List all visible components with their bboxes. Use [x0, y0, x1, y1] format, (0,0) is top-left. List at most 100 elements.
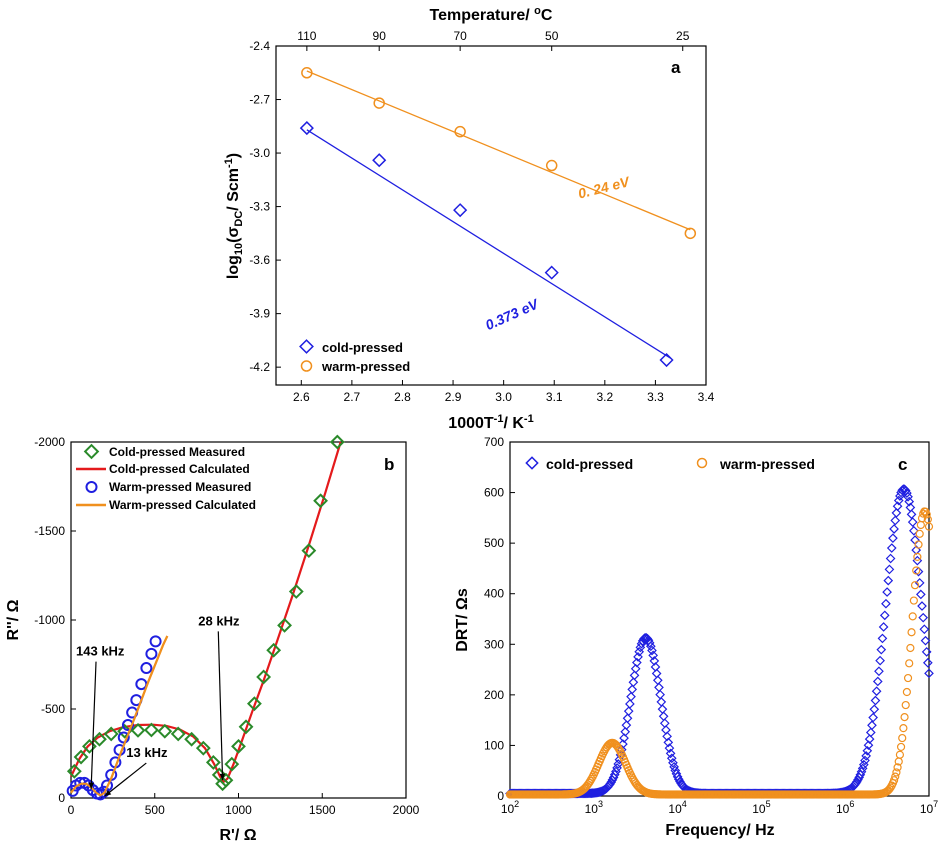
- y-tick-label: -4.2: [249, 360, 270, 374]
- drt-point-warm-pressed: [913, 552, 922, 561]
- drt-point-warm-pressed: [900, 713, 909, 722]
- point-Cold-pressed Measured: [266, 642, 282, 658]
- legend-label-cold-measured: Cold-pressed Measured: [109, 445, 245, 459]
- data-point-cold-pressed: [544, 265, 559, 280]
- drt-point-warm-pressed: [899, 724, 908, 733]
- x-tick-label: 105: [752, 799, 770, 816]
- panel-b-label: b: [384, 455, 394, 474]
- point-Cold-pressed Measured: [256, 669, 272, 685]
- drt-point-warm-pressed: [907, 628, 916, 637]
- x-tick-label: 1500: [309, 803, 336, 817]
- point-Warm-pressed Measured: [101, 779, 114, 792]
- panel-a-frame: [275, 45, 707, 386]
- drt-point-cold-pressed: [648, 650, 659, 661]
- point-Warm-pressed Measured: [135, 678, 148, 691]
- drt-point-warm-pressed: [912, 566, 921, 575]
- data-point-cold-pressed: [659, 352, 674, 368]
- annotation-arrow: [104, 762, 147, 797]
- y-tick-label: 0: [497, 789, 504, 803]
- drt-point-warm-pressed: [922, 510, 931, 519]
- drt-point-warm-pressed: [614, 743, 623, 752]
- point-Cold-pressed Measured: [157, 723, 173, 739]
- data-point-warm-pressed: [545, 159, 558, 172]
- point-Warm-pressed Measured: [117, 731, 130, 744]
- drt-point-cold-pressed: [654, 682, 664, 693]
- panel-b: 0 500 1000 1500 2000 0 -500 -1000 -1500 -2000 14…: [5, 434, 420, 844]
- drt-point-cold-pressed: [655, 689, 665, 700]
- point-Cold-pressed Measured: [313, 493, 328, 509]
- drt-point-cold-pressed: [924, 668, 934, 679]
- drt-point-cold-pressed: [663, 737, 674, 748]
- drt-point-cold-pressed: [861, 751, 871, 761]
- drt-point-cold-pressed: [865, 727, 876, 738]
- drt-point-cold-pressed: [628, 677, 639, 688]
- drt-point-cold-pressed: [623, 706, 634, 717]
- drt-point-cold-pressed: [626, 691, 636, 702]
- drt-point-cold-pressed: [922, 657, 933, 668]
- drt-point-cold-pressed: [872, 676, 883, 687]
- legend-marker-warm: [696, 457, 708, 469]
- point-Cold-pressed Measured: [329, 434, 345, 450]
- panel-c-y-axis-title: DRT/ Ωs: [454, 588, 471, 652]
- x-tick-label: 102: [501, 799, 519, 816]
- panel-b-y-ticks: 0 -500 -1000 -1500 -2000: [34, 435, 76, 805]
- drt-point-cold-pressed: [673, 774, 684, 785]
- drt-point-warm-pressed: [924, 522, 934, 531]
- drt-point-cold-pressed: [855, 769, 866, 780]
- drt-point-warm-pressed: [898, 733, 907, 743]
- drt-point-cold-pressed: [658, 711, 669, 722]
- drt-point-cold-pressed: [888, 533, 898, 544]
- frequency-annotation: 28 kHz: [198, 613, 240, 628]
- drt-point-cold-pressed: [881, 598, 891, 609]
- frequency-annotation: 13 kHz: [126, 745, 168, 760]
- y-tick-label: 100: [484, 738, 504, 752]
- drt-point-warm-pressed: [895, 750, 905, 759]
- data-point-cold-pressed: [299, 121, 314, 136]
- drt-point-cold-pressed: [669, 761, 679, 772]
- y-tick-label: -2.4: [249, 39, 270, 53]
- y-tick-label: 200: [484, 688, 504, 702]
- panel-a-y-axis-title: log10(σDC/ Scm-1): [223, 153, 245, 279]
- panel-c-y-ticks: 0 100 200 300 400 500 600 700: [484, 435, 515, 803]
- x-tick-label: 3.1: [546, 390, 563, 404]
- panel-c-x-axis-title: Frequency/ Hz: [665, 822, 774, 839]
- panel-a-x-ticks: 2.6 2.7 2.8 2.9 3.0 3.1 3.2 3.3 3.4: [293, 380, 715, 404]
- y-tick-label: -3.0: [249, 146, 270, 160]
- drt-point-cold-pressed: [627, 684, 638, 695]
- point-Cold-pressed Measured: [215, 776, 231, 792]
- legend-label-warm: warm-pressed: [719, 456, 815, 472]
- x-tick-label: 2.7: [344, 390, 361, 404]
- x-tick-label: 103: [585, 799, 603, 816]
- panel-a-top-axis-title: Temperature/ oC: [430, 5, 553, 24]
- y-tick-label: 300: [484, 637, 504, 651]
- x-tick-label: 3.3: [647, 390, 664, 404]
- drt-point-warm-pressed: [914, 540, 923, 549]
- drt-point-warm-pressed: [906, 643, 915, 653]
- drt-point-cold-pressed: [665, 748, 676, 759]
- drt-point-warm-pressed: [905, 659, 914, 668]
- y-tick-label: 0: [58, 791, 65, 805]
- drt-point-cold-pressed: [916, 589, 926, 600]
- drt-point-cold-pressed: [863, 740, 874, 751]
- point-Cold-pressed Measured: [184, 731, 200, 747]
- x-tick-label: 500: [145, 803, 165, 817]
- point-Cold-pressed Measured: [231, 738, 246, 754]
- drt-point-cold-pressed: [870, 695, 881, 706]
- legend-label-cold-calculated: Cold-pressed Calculated: [109, 462, 250, 476]
- drt-point-cold-pressed: [659, 718, 670, 729]
- annotation-arrowhead: [219, 773, 226, 781]
- drt-point-warm-pressed: [915, 529, 924, 538]
- legend-marker-cold: [299, 339, 314, 354]
- y-tick-label: -3.6: [249, 253, 270, 267]
- drt-point-warm-pressed: [903, 673, 913, 683]
- drt-point-cold-pressed: [621, 720, 632, 731]
- x-tick-label: 3.0: [495, 390, 512, 404]
- drt-point-cold-pressed: [651, 668, 662, 679]
- drt-point-cold-pressed: [622, 713, 633, 724]
- drt-point-warm-pressed: [916, 520, 925, 530]
- drt-point-cold-pressed: [885, 553, 896, 564]
- y-tick-label: 600: [484, 486, 504, 500]
- drt-point-cold-pressed: [874, 666, 884, 677]
- drt-point-cold-pressed: [652, 675, 663, 686]
- point-Cold-pressed Measured: [103, 726, 119, 742]
